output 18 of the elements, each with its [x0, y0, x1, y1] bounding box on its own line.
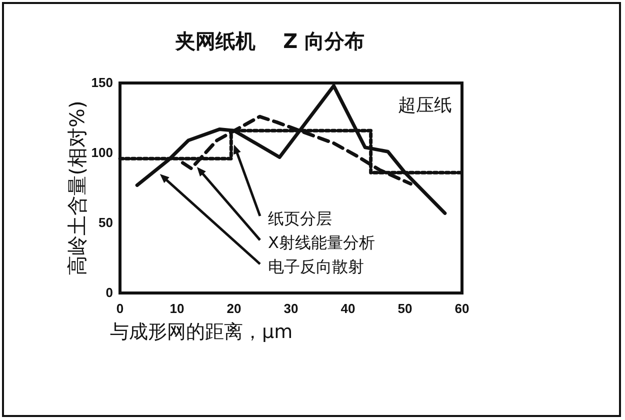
- x-tick-label: 60: [454, 301, 470, 316]
- y-tick-label: 50: [98, 215, 113, 230]
- x-tick-label: 0: [116, 301, 124, 316]
- x-tick-label: 10: [170, 301, 184, 316]
- annotation: X射线能量分析: [268, 233, 375, 252]
- x-axis-title: 与成形网的距离，μm: [110, 321, 293, 343]
- annotation: 超压纸: [398, 95, 452, 116]
- y-axis-title: 高岭土含量(相对%): [65, 100, 89, 276]
- y-tick-label: 150: [91, 75, 113, 90]
- annotation: 纸页分层: [268, 209, 332, 228]
- annotation: 电子反向散射: [268, 257, 364, 276]
- x-tick-label: 50: [398, 301, 412, 316]
- chart-title: 夹网纸机 Z 向分布: [174, 29, 365, 53]
- x-tick-label: 40: [340, 301, 356, 316]
- y-tick-label: 0: [106, 285, 113, 300]
- x-tick-label: 30: [284, 301, 298, 316]
- y-tick-label: 100: [91, 145, 113, 160]
- x-tick-label: 20: [226, 301, 242, 316]
